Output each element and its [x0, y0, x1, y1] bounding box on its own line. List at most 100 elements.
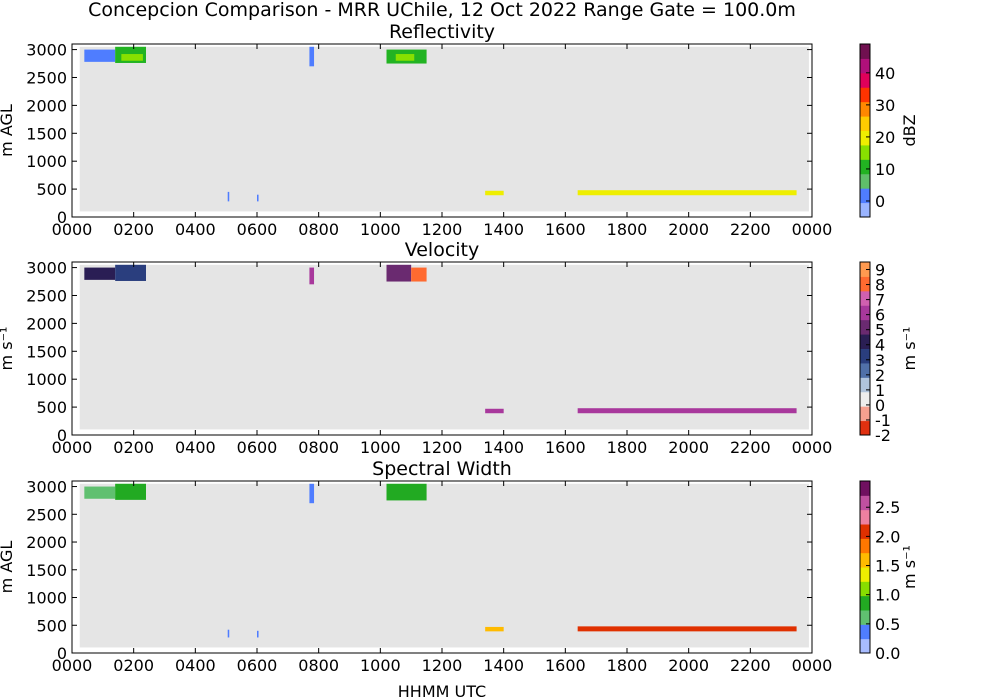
- data-region: [577, 626, 797, 632]
- x-tick-label: 2000: [668, 220, 709, 239]
- colorbar: 0.0 0.5 1.0 1.5 2.0 2.5 m s⁻¹: [859, 480, 919, 663]
- colorbar-segment: [860, 420, 870, 436]
- colorbar-segment: [860, 276, 870, 292]
- x-axis-label: HHMM UTC: [398, 682, 486, 700]
- y-tick-label: 1000: [26, 589, 67, 608]
- y-tick-label: 500: [36, 180, 67, 199]
- colorbar-frame: [859, 43, 871, 218]
- colorbar-segment: [860, 305, 870, 321]
- y-tick-label: 1000: [26, 152, 67, 171]
- colorbar-segment: [860, 481, 870, 496]
- x-tick-label: 1000: [360, 438, 401, 457]
- y-tick-label: 0: [57, 426, 67, 445]
- colorbar-tick-label: 30: [875, 96, 895, 115]
- colorbar-segment: [860, 567, 870, 582]
- data-region: [309, 267, 315, 285]
- data-region: [577, 190, 797, 196]
- colorbar-segment: [860, 362, 870, 378]
- y-tick-label: 2000: [26, 314, 67, 333]
- x-tick-label: 0400: [175, 656, 216, 675]
- x-tick-label: 1800: [607, 656, 648, 675]
- colorbar-segment: [860, 495, 870, 511]
- colorbar-tick-label: 4: [875, 336, 885, 355]
- colorbar-tick-label: 0: [875, 192, 885, 211]
- panel-spectral-width: 0000 0200 0400 0600 0800 1000 1200 1400 1600 1800…: [0, 458, 919, 675]
- panel-reflectivity: 0000 0200 0400 0600 0800 1000 1200 1400 1600 1800…: [0, 21, 919, 239]
- data-region: [485, 190, 504, 196]
- colorbar-segment: [860, 58, 870, 74]
- data-region: [227, 629, 230, 638]
- y-tick-label: 0: [57, 208, 67, 227]
- colorbar-label: m s⁻¹: [900, 545, 919, 589]
- x-tick-label: 2200: [730, 656, 771, 675]
- panel-velocity: 0000 0200 0400 0600 0800 1000 1200 1400 1600 1800…: [0, 239, 919, 457]
- colorbar-label: dBZ: [900, 114, 919, 146]
- figure-title: Concepcion Comparison - MRR UChile, 12 O…: [88, 0, 796, 21]
- x-tick-label: 0800: [298, 438, 339, 457]
- x-tick-label: 1600: [545, 220, 586, 239]
- x-tick-label: 2200: [730, 438, 771, 457]
- x-tick-label: 1400: [483, 656, 524, 675]
- panels: 0000 0200 0400 0600 0800 1000 1200 1400 1600 1800…: [0, 21, 919, 675]
- colorbar-segment: [860, 262, 870, 277]
- x-tick-label: 2200: [730, 220, 771, 239]
- y-tick-label: 1500: [26, 561, 67, 580]
- data-region: [577, 408, 797, 414]
- x-tick-label: 1200: [422, 656, 463, 675]
- y-tick-label: 1500: [26, 342, 67, 361]
- x-tick-label: 0600: [237, 220, 278, 239]
- colorbar-tick-label: 3: [875, 351, 885, 370]
- colorbar-segment: [860, 101, 870, 117]
- data-region: [227, 191, 230, 202]
- colorbar-tick-label: 8: [875, 276, 885, 295]
- colorbar-segment: [860, 44, 870, 59]
- data-region: [121, 54, 143, 61]
- no-data-shading: [79, 46, 809, 212]
- y-tick-label: 3000: [26, 478, 67, 497]
- panel-title: Velocity: [405, 239, 480, 261]
- x-tick-label: 1800: [607, 220, 648, 239]
- colorbar-tick-label: 2.0: [875, 527, 900, 546]
- colorbar-segment: [860, 188, 870, 204]
- data-region: [485, 408, 504, 414]
- colorbar-tick-label: 2.5: [875, 498, 900, 517]
- x-tick-label: 1400: [483, 220, 524, 239]
- no-data-shading: [79, 264, 809, 430]
- data-region: [386, 483, 427, 501]
- data-region: [309, 483, 315, 504]
- colorbar-tick-label: 1.0: [875, 586, 900, 605]
- colorbar-segment: [860, 144, 870, 160]
- x-tick-label: 0000: [792, 220, 833, 239]
- data-region: [257, 630, 259, 638]
- colorbar-tick-label: 7: [875, 291, 885, 310]
- y-tick-label: 1000: [26, 370, 67, 389]
- data-region: [309, 46, 315, 67]
- panel-title: Spectral Width: [372, 458, 512, 480]
- data-region: [257, 194, 259, 202]
- x-tick-label: 1400: [483, 438, 524, 457]
- colorbar-segment: [860, 638, 870, 654]
- data-region: [386, 264, 412, 282]
- y-tick-label: 2500: [26, 505, 67, 524]
- colorbar-segment: [860, 202, 870, 218]
- colorbar-segment: [860, 595, 870, 611]
- colorbar-tick-label: 0: [875, 396, 885, 415]
- x-tick-label: 0600: [237, 656, 278, 675]
- colorbar-segment: [860, 334, 870, 349]
- colorbar-segment: [860, 159, 870, 175]
- colorbar: 0 10 20 30 40 dBZ: [859, 43, 919, 218]
- colorbar-segment: [860, 87, 870, 103]
- colorbar-segment: [860, 581, 870, 597]
- colorbar-segment: [860, 130, 870, 146]
- data-region: [115, 264, 146, 281]
- colorbar-tick-label: 1.5: [875, 557, 900, 576]
- colorbar-tick-label: 5: [875, 321, 885, 340]
- x-tick-label: 1600: [545, 656, 586, 675]
- colorbar-tick-label: 6: [875, 306, 885, 325]
- colorbar-tick-label: -2: [875, 426, 891, 445]
- colorbar-tick-label: 20: [875, 128, 895, 147]
- x-tick-label: 2000: [668, 438, 709, 457]
- x-tick-label: 0000: [792, 656, 833, 675]
